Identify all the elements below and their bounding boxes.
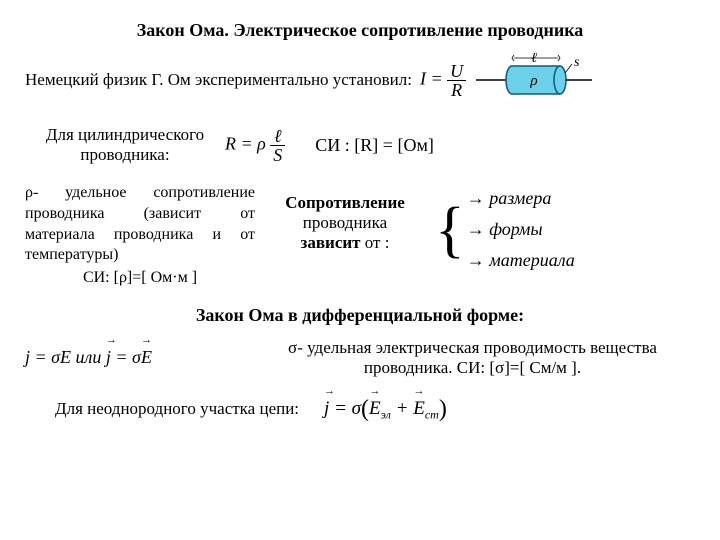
var-R2: R bbox=[225, 133, 236, 153]
vec-Eel: E bbox=[369, 398, 381, 420]
eq-sign: = bbox=[426, 68, 447, 88]
lparen: ( bbox=[361, 396, 369, 422]
var-l: ℓ bbox=[270, 127, 285, 146]
var-U: U bbox=[447, 62, 466, 81]
sigma-description: σ- удельная электрическая проводимость в… bbox=[250, 338, 695, 378]
differential-title: Закон Ома в дифференциальной форме: bbox=[25, 305, 695, 326]
eq2: = bbox=[236, 133, 257, 153]
depends-l1: Сопротивление bbox=[270, 193, 420, 213]
resistance-formula: R = ρ ℓS bbox=[225, 127, 285, 164]
row-heterogeneous: Для неоднородного участка цепи: j = σ(Eэ… bbox=[55, 396, 695, 423]
heq: = σ bbox=[329, 398, 361, 419]
vec-Est: E bbox=[413, 398, 425, 420]
vec-j2: j bbox=[324, 398, 329, 420]
var-rho: ρ bbox=[257, 133, 266, 153]
vec-j: j bbox=[106, 347, 111, 368]
depends-l4: от : bbox=[361, 233, 390, 252]
ohm-intro-text: Немецкий физик Г. Ом экспериментально ус… bbox=[25, 70, 412, 90]
label-s: s bbox=[574, 55, 580, 70]
rho-text: ρ- удельное сопротивление проводника (за… bbox=[25, 183, 255, 266]
arrow-item-2: формы bbox=[467, 219, 575, 240]
depends-l2: проводника bbox=[270, 213, 420, 233]
label-l: ℓ bbox=[531, 53, 537, 66]
var-S: S bbox=[270, 146, 285, 164]
cylinder-text: Для цилиндрического проводника: bbox=[25, 125, 225, 165]
ohm-formula: I = UR bbox=[420, 62, 466, 99]
sub-el: эл bbox=[381, 408, 391, 422]
row-rho-depends: ρ- удельное сопротивление проводника (за… bbox=[25, 183, 695, 289]
var-R: R bbox=[447, 81, 466, 99]
rparen: ) bbox=[439, 396, 447, 422]
jeq-part2: = σ bbox=[111, 347, 141, 367]
arrows-block: { размера формы материала bbox=[435, 183, 575, 271]
j-formula: j = σE или j = σE bbox=[25, 347, 235, 368]
hetero-text: Для неоднородного участка цепи: bbox=[55, 399, 299, 419]
rho-description: ρ- удельное сопротивление проводника (за… bbox=[25, 183, 255, 289]
cylinder-diagram: ℓ s ρ bbox=[474, 53, 594, 107]
label-rho: ρ bbox=[530, 73, 538, 89]
plus: + bbox=[391, 398, 413, 419]
hetero-formula: j = σ(Eэл + Eст) bbox=[324, 396, 447, 423]
depends-l3: зависит bbox=[301, 233, 361, 252]
jeq-part1: = σE или bbox=[30, 347, 106, 367]
row-differential: j = σE или j = σE σ- удельная электричес… bbox=[25, 338, 695, 378]
row-cylinder-formula: Для цилиндрического проводника: R = ρ ℓS… bbox=[25, 125, 695, 165]
si-R: СИ : [R] = [Ом] bbox=[315, 135, 434, 156]
brace-icon: { bbox=[435, 200, 465, 260]
sub-st: ст bbox=[425, 408, 439, 422]
page-title: Закон Ома. Электрическое сопротивление п… bbox=[25, 20, 695, 41]
arrow-item-3: материала bbox=[467, 250, 575, 271]
arrow-item-1: размера bbox=[467, 188, 575, 209]
vec-E: E bbox=[141, 347, 152, 368]
depends-block: Сопротивление проводника зависит от : bbox=[270, 183, 420, 253]
rho-si: СИ: [ρ]=[ Ом·м ] bbox=[25, 268, 255, 289]
row-ohm-intro: Немецкий физик Г. Ом экспериментально ус… bbox=[25, 53, 695, 107]
